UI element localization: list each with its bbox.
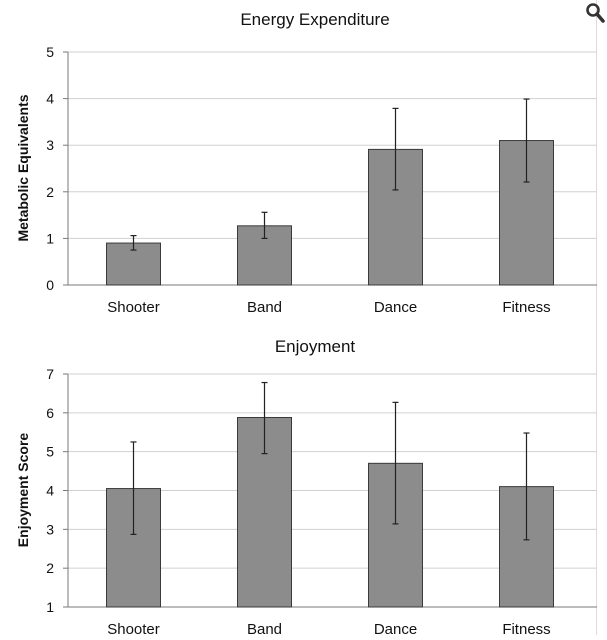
y-tick-label: 7: [46, 366, 54, 382]
magnifier-icon[interactable]: [585, 2, 605, 24]
y-axis-label: Metabolic Equivalents: [15, 94, 31, 241]
x-tick-label: Fitness: [502, 621, 550, 635]
y-axis-label: Enjoyment Score: [15, 433, 31, 548]
y-tick-label: 6: [46, 405, 54, 421]
x-tick-label: Dance: [374, 621, 417, 635]
y-tick-label: 3: [46, 137, 54, 153]
x-tick-label: Band: [247, 299, 282, 316]
x-tick-label: Shooter: [107, 299, 160, 316]
chart-title: Enjoyment: [275, 337, 356, 356]
chart-figure: Energy Expenditure Metabolic Equivalents…: [15, 10, 597, 638]
y-tick-label: 4: [46, 91, 54, 107]
y-tick-label: 0: [46, 277, 54, 293]
y-tick-label: 5: [46, 44, 54, 60]
x-tick-labels: Shooter Band Dance Fitness: [107, 621, 550, 638]
bars: [106, 381, 554, 608]
y-tick-label: 3: [46, 521, 54, 537]
x-tick-label: Shooter: [107, 621, 160, 635]
y-tick-label: 1: [46, 230, 54, 246]
x-tick-labels: Shooter Band Dance Fitness: [107, 299, 550, 316]
bars: [106, 98, 554, 286]
x-tick-label: Dance: [374, 299, 417, 316]
y-ticks: 1 2 3 4 5 6 7: [46, 366, 597, 615]
y-tick-label: 2: [46, 560, 54, 576]
figure-frame: Energy Expenditure Metabolic Equivalents…: [15, 0, 597, 638]
energy-expenditure-chart: Energy Expenditure Metabolic Equivalents…: [15, 10, 597, 316]
y-tick-label: 4: [46, 483, 54, 499]
x-tick-label: Band: [247, 621, 282, 635]
y-tick-label: 2: [46, 184, 54, 200]
enjoyment-chart: Enjoyment Enjoyment Score 1 2 3 4 5 6 7 Shoote…: [15, 337, 597, 638]
y-tick-label: 1: [46, 599, 54, 615]
y-tick-label: 5: [46, 444, 54, 460]
chart-title: Energy Expenditure: [240, 10, 389, 29]
x-tick-label: Fitness: [502, 299, 550, 316]
